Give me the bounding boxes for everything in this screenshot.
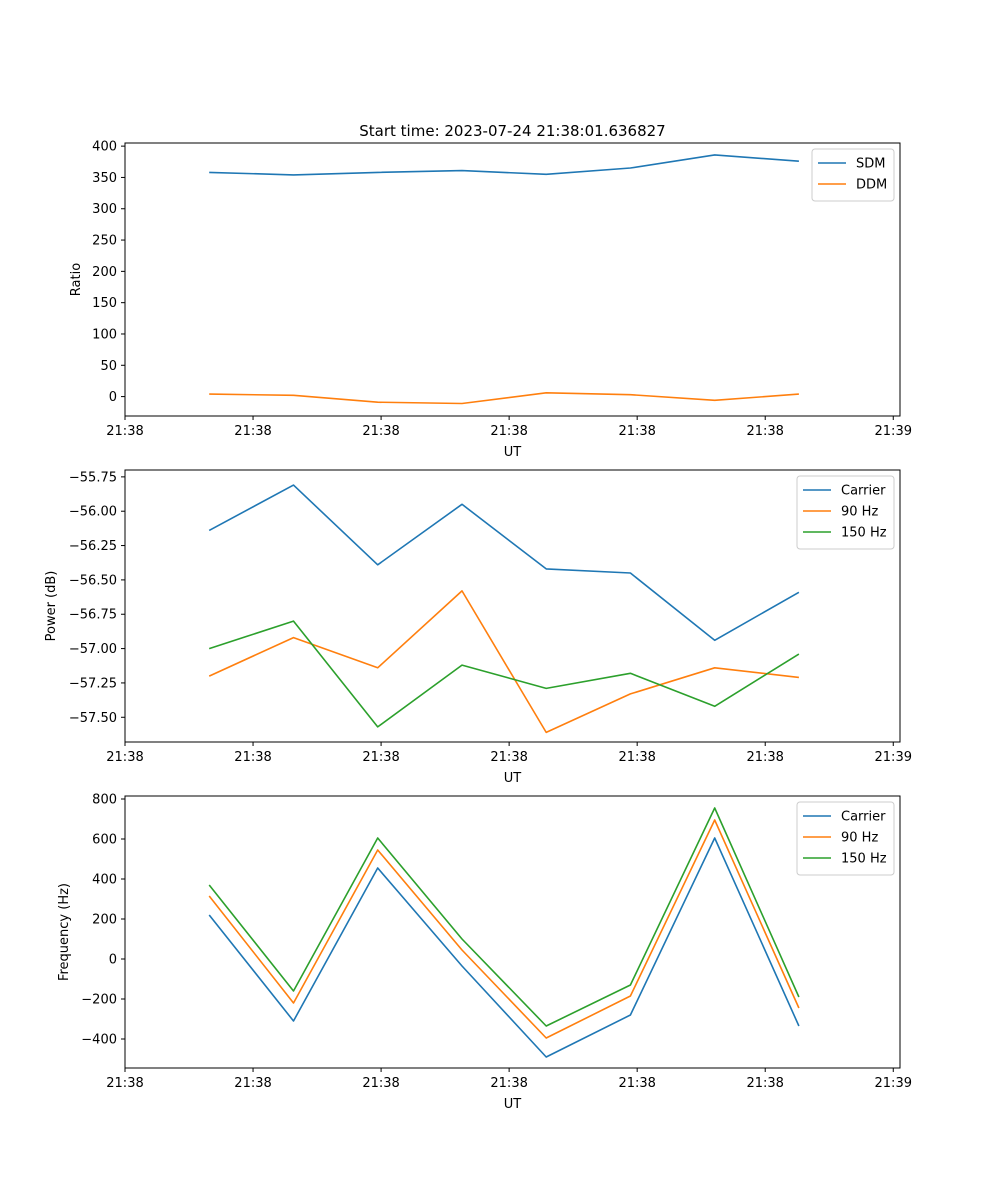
frequency-y-tick-label: 400 <box>92 873 117 888</box>
frequency-x-tick-label: 21:38 <box>618 1076 655 1091</box>
power-y-tick-label: −56.00 <box>69 505 117 520</box>
power-y-tick-label: −56.75 <box>69 608 117 623</box>
frequency-y-tick-label: −400 <box>81 1033 117 1048</box>
power-y-tick-label: −57.50 <box>69 711 117 726</box>
power-y-tick-label: −57.25 <box>69 676 117 691</box>
panel-ratio: 21:38 21:38 21:38 21:38 21:38 21:38 21:39 0 50 10… <box>69 140 912 460</box>
frequency-x-axis-label: UT <box>504 1097 522 1112</box>
frequency-y-axis-label: Frequency (Hz) <box>57 883 72 981</box>
power-x-tick-label: 21:38 <box>362 750 399 765</box>
ratio-x-tick-label: 21:38 <box>362 424 399 439</box>
ratio-legend-label: SDM <box>856 157 885 172</box>
power-series-line-carrier <box>208 484 800 642</box>
frequency-legend <box>796 801 895 876</box>
frequency-x-tick-label: 21:38 <box>746 1076 783 1091</box>
power-series-line-90-hz <box>208 590 799 734</box>
ratio-y-tick-label: 350 <box>92 171 117 186</box>
ratio-y-tick-label: 300 <box>92 202 117 217</box>
ratio-series-line-ddm <box>209 391 799 405</box>
power-y-tick-label: −57.00 <box>69 642 117 657</box>
frequency-x-tick-label: 21:38 <box>490 1076 527 1091</box>
power-y-tick-label: −56.50 <box>69 573 117 588</box>
frequency-series-line-carrier <box>208 837 800 1058</box>
ratio-y-tick-label: 100 <box>92 327 117 342</box>
frequency-y-tick-label: 600 <box>92 833 117 848</box>
ratio-series-line-sdm <box>209 154 799 176</box>
frequency-series-line-90-hz <box>208 819 800 1039</box>
frequency-y-tick-label: 200 <box>92 913 117 928</box>
power-legend-label: 90 Hz <box>841 505 878 520</box>
panel-power: 21:38 21:38 21:38 21:38 21:38 21:38 21:39 −57.5… <box>44 469 912 786</box>
power-x-tick-label: 21:38 <box>106 750 143 765</box>
power-x-tick-label: 21:38 <box>618 750 655 765</box>
ratio-y-tick-label: 250 <box>92 234 117 249</box>
ratio-x-tick-label: 21:38 <box>490 424 527 439</box>
ratio-y-axis-label: Ratio <box>69 263 84 296</box>
frequency-x-tick-label: 21:38 <box>362 1076 399 1091</box>
ratio-y-tick-label: 400 <box>92 140 117 155</box>
ratio-x-axis-label: UT <box>504 445 522 460</box>
frequency-series-line-150-hz <box>208 807 800 1027</box>
frequency-y-tick-label: −200 <box>81 993 117 1008</box>
power-x-tick-label: 21:38 <box>490 750 527 765</box>
ratio-x-tick-label: 21:38 <box>746 424 783 439</box>
frequency-axes-frame <box>124 795 901 1069</box>
frequency-legend-label: Carrier <box>841 810 886 825</box>
power-legend <box>796 475 895 550</box>
frequency-x-tick-label: 21:39 <box>875 1076 912 1091</box>
power-legend-label: 150 Hz <box>841 526 887 541</box>
frequency-x-tick-label: 21:38 <box>106 1076 143 1091</box>
ratio-x-tick-label: 21:39 <box>875 424 912 439</box>
power-y-axis-label: Power (dB) <box>44 571 59 642</box>
power-y-tick-label: −56.25 <box>69 539 117 554</box>
frequency-legend-label: 90 Hz <box>841 831 878 846</box>
power-legend-label: Carrier <box>841 484 886 499</box>
ratio-x-tick-label: 21:38 <box>234 424 271 439</box>
figure-title: Start time: 2023-07-24 21:38:01.636827 <box>359 122 665 140</box>
frequency-legend-label: 150 Hz <box>841 852 887 867</box>
frequency-x-tick-label: 21:38 <box>234 1076 271 1091</box>
ratio-x-tick-label: 21:38 <box>618 424 655 439</box>
power-series-line-150-hz <box>208 620 800 728</box>
ratio-legend-label: DDM <box>856 178 887 193</box>
power-y-tick-label: −55.75 <box>69 470 117 485</box>
ratio-y-tick-label: 150 <box>92 296 117 311</box>
power-x-tick-label: 21:38 <box>234 750 271 765</box>
frequency-y-tick-label: 800 <box>92 793 117 808</box>
ratio-y-tick-label: 200 <box>92 265 117 280</box>
power-x-tick-label: 21:39 <box>875 750 912 765</box>
ratio-legend <box>811 148 895 202</box>
ratio-axes-frame <box>124 142 901 417</box>
ratio-y-tick-label: 50 <box>100 359 117 374</box>
ratio-x-tick-label: 21:38 <box>106 424 143 439</box>
power-axes-frame <box>124 469 901 743</box>
ratio-y-tick-label: 0 <box>109 390 117 405</box>
panel-frequency: 21:38 21:38 21:38 21:38 21:38 21:38 21:39 −400 −… <box>57 793 912 1113</box>
power-x-axis-label: UT <box>504 771 522 786</box>
power-x-tick-label: 21:38 <box>746 750 783 765</box>
frequency-y-tick-label: 0 <box>109 953 117 968</box>
